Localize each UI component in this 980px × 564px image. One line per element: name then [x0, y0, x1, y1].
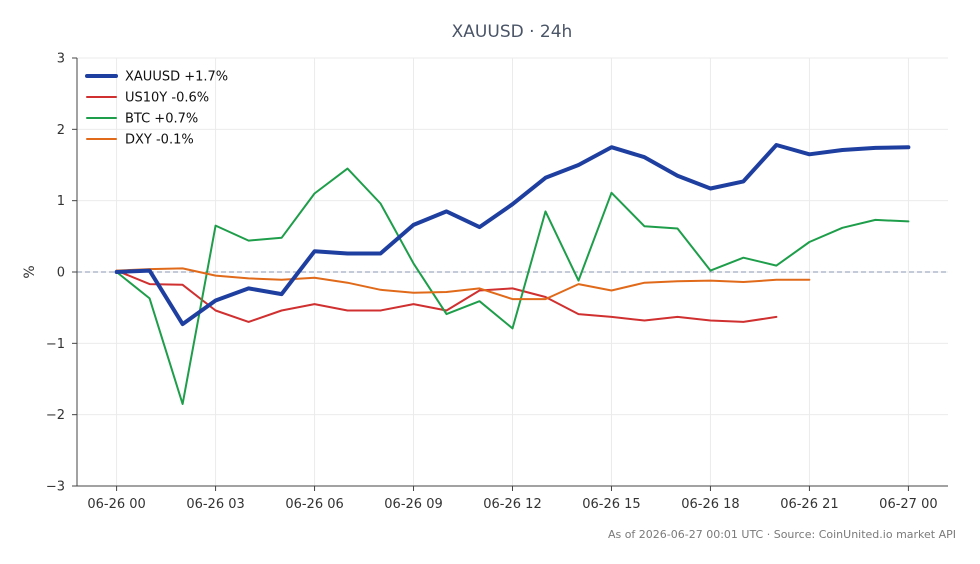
ticks: 3 2 1 0 −1 −2 −3 06-26 00 06-26 03 06-26 06 06-26 … [46, 52, 938, 513]
legend-entry: BTC +0.7% [125, 112, 198, 127]
series-line-2 [115, 269, 778, 323]
series-line-1 [114, 143, 911, 327]
chart-title: XAUUSD · 24h [452, 22, 573, 42]
x-tick-label: 06-26 21 [780, 497, 838, 512]
x-tick-label: 06-26 06 [285, 497, 343, 512]
grid [77, 57, 948, 487]
x-tick-label: 06-26 09 [384, 497, 442, 512]
x-tick-label: 06-27 00 [879, 497, 937, 512]
y-tick-label: 3 [57, 52, 65, 67]
y-tick-label: 1 [57, 194, 65, 209]
y-tick-label: −2 [46, 408, 65, 423]
x-tick-label: 06-26 18 [681, 497, 739, 512]
source-footer: As of 2026-06-27 00:01 UTC · Source: Coi… [608, 528, 956, 541]
x-tick-label: 06-26 15 [582, 497, 640, 512]
series-layer [114, 143, 911, 405]
y-tick-label: −1 [46, 337, 65, 352]
legend-entry: US10Y -0.6% [125, 91, 209, 106]
series-line-3 [115, 167, 910, 405]
y-tick-label: 0 [57, 266, 65, 281]
legend-entry: DXY -0.1% [125, 133, 194, 148]
x-tick-label: 06-26 00 [87, 497, 145, 512]
x-tick-label: 06-26 12 [483, 497, 541, 512]
legend: XAUUSD +1.7% US10Y -0.6% BTC +0.7% DXY -0.1… [85, 70, 228, 148]
y-tick-label: 2 [57, 123, 65, 138]
legend-entry: XAUUSD +1.7% [125, 70, 228, 85]
x-tick-label: 06-26 03 [186, 497, 244, 512]
y-tick-label: −3 [46, 480, 65, 495]
series-line-4 [115, 267, 811, 301]
y-axis-label: % [22, 265, 38, 278]
